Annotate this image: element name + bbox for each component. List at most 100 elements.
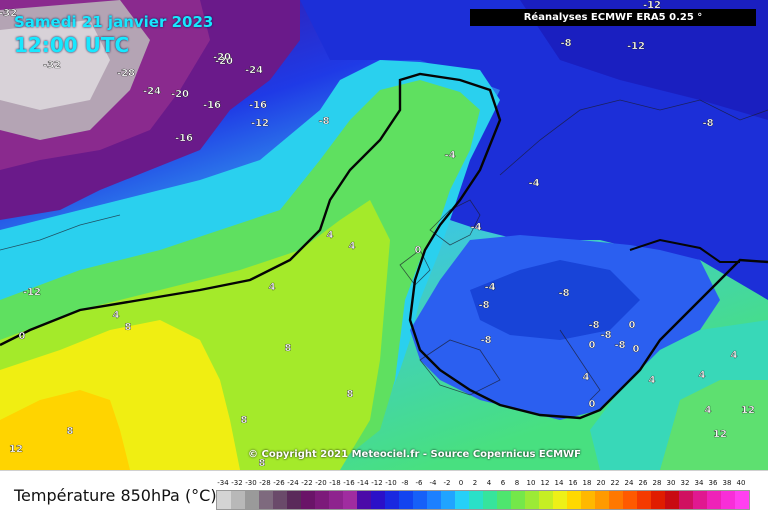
contour-label: -4 — [444, 150, 455, 161]
legend-scale-label: -26 — [273, 479, 285, 487]
legend-scale-label: -18 — [329, 479, 341, 487]
contour-label: 0 — [589, 340, 596, 351]
contour-label: 4 — [731, 350, 738, 361]
contour-label: -8 — [614, 340, 625, 351]
contour-label: 4 — [699, 370, 706, 381]
legend-swatch — [343, 491, 357, 509]
contour-label: -20 — [213, 52, 231, 63]
legend-scale-label: 8 — [514, 479, 520, 487]
date-title: Samedi 21 janvier 2023 — [14, 13, 214, 31]
legend-swatch — [441, 491, 455, 509]
legend-swatch — [539, 491, 553, 509]
legend-swatch — [567, 491, 581, 509]
contour-label: -8 — [478, 300, 489, 311]
contour-label: 4 — [583, 372, 590, 383]
contour-label: 0 — [415, 245, 422, 256]
contour-label: 4 — [113, 310, 120, 321]
legend-swatch — [385, 491, 399, 509]
contour-label: -8 — [558, 288, 569, 299]
legend-swatch — [525, 491, 539, 509]
legend-swatch — [413, 491, 427, 509]
contour-label: 0 — [589, 399, 596, 410]
copyright-label: © Copyright 2021 Meteociel.fr - Source C… — [248, 449, 581, 460]
legend-swatch — [357, 491, 371, 509]
contour-label: -8 — [600, 330, 611, 341]
legend-swatch — [511, 491, 525, 509]
source-label: Réanalyses ECMWF ERA5 0.25 ° — [470, 9, 756, 26]
contour-label: 8 — [259, 458, 266, 469]
legend-scale-label: 12 — [540, 479, 550, 487]
zero-isotherm-east — [629, 238, 740, 263]
contour-label: -12 — [643, 0, 661, 11]
contour-label: 12 — [9, 444, 23, 455]
contour-label: -4 — [528, 178, 539, 189]
contour-label: 8 — [285, 343, 292, 354]
contour-label: 0 — [19, 331, 26, 342]
legend-title: Température 850hPa (°C) — [14, 486, 217, 505]
legend-swatch — [273, 491, 287, 509]
south-east-mild — [660, 380, 768, 470]
legend-scale-label: -8 — [401, 479, 409, 487]
legend-scale-label: 20 — [596, 479, 606, 487]
legend-swatch — [245, 491, 259, 509]
legend-scale-label: -22 — [301, 479, 313, 487]
legend-scale-label: 38 — [722, 479, 732, 487]
contour-label: -12 — [627, 41, 645, 52]
legend-scale-label: -14 — [357, 479, 369, 487]
contour-label: -8 — [480, 335, 491, 346]
time-title: 12:00 UTC — [14, 33, 130, 57]
contour-labels: -32-32-28-24 -20-20-24-20-16 -16-12-16-8-1… — [0, 0, 755, 469]
legend-scale-label: -16 — [343, 479, 355, 487]
contour-label: -16 — [249, 100, 267, 111]
contour-label: 4 — [705, 405, 712, 416]
contour-label: -28 — [117, 68, 135, 79]
legend-swatch — [371, 491, 385, 509]
contour-label: -8 — [560, 38, 571, 49]
legend-footer: Température 850hPa (°C) -34 -32 -30 -28 -26-… — [0, 470, 768, 512]
legend-scale-label: 4 — [486, 479, 492, 487]
legend-scale-label: -30 — [245, 479, 257, 487]
legend-swatch — [637, 491, 651, 509]
legend-swatch — [483, 491, 497, 509]
cold-field-arctic — [520, 0, 768, 120]
legend-swatch — [679, 491, 693, 509]
legend-scale-label: 10 — [526, 479, 536, 487]
legend-scale-label: 0 — [458, 479, 464, 487]
legend-swatch — [693, 491, 707, 509]
contour-label: 0 — [633, 344, 640, 355]
legend-swatch — [399, 491, 413, 509]
contour-label: 4 — [327, 230, 334, 241]
zero-isotherm — [0, 72, 768, 420]
legend-scale-label: -2 — [443, 479, 451, 487]
legend-scale-label: 22 — [610, 479, 620, 487]
contour-label: -8 — [702, 118, 713, 129]
legend-scale-label: 28 — [652, 479, 662, 487]
contour-label: 0 — [629, 320, 636, 331]
legend-swatch — [609, 491, 623, 509]
greenland-core — [0, 20, 110, 110]
legend-scale-label: 14 — [554, 479, 564, 487]
contour-label: -16 — [203, 100, 221, 111]
contour-label: 4 — [269, 282, 276, 293]
contour-label: -32 — [43, 60, 61, 71]
legend-scale-label: 2 — [472, 479, 478, 487]
contour-label: -16 — [175, 133, 193, 144]
legend-swatch — [721, 491, 735, 509]
contour-label: -12 — [251, 118, 269, 129]
legend-scale-label: -10 — [385, 479, 397, 487]
legend-scale-label: -20 — [315, 479, 327, 487]
legend-color-bar — [216, 490, 750, 510]
coastlines — [0, 99, 768, 401]
legend-scale-label: 16 — [568, 479, 578, 487]
legend-swatch — [329, 491, 343, 509]
legend-scale-label: 26 — [638, 479, 648, 487]
legend-swatch — [315, 491, 329, 509]
legend-scale-label: 40 — [736, 479, 746, 487]
contour-label: -20 — [215, 56, 233, 67]
legend-scale-label: -28 — [259, 479, 271, 487]
contour-label: 4 — [349, 241, 356, 252]
contour-label: 8 — [67, 426, 74, 437]
contour-label: -20 — [171, 89, 189, 100]
legend-swatch — [665, 491, 679, 509]
